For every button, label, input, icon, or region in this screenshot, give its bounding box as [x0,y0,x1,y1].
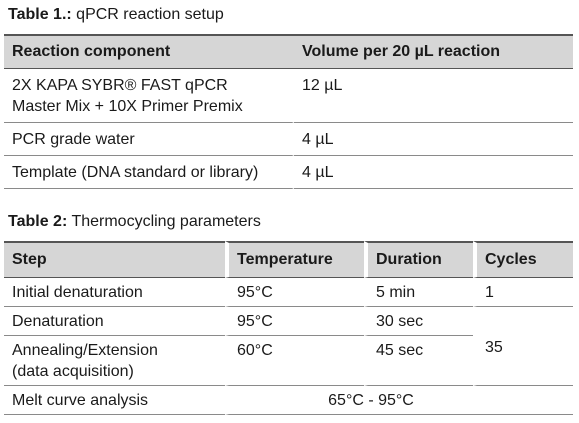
component-line: 2X KAPA SYBR® FAST qPCR [12,77,228,94]
temperature-cell: 95°C [225,307,364,336]
header-reaction-component: Reaction component [4,34,294,69]
temperature-range-cell: 65°C - 95°C [225,386,573,415]
table-row: Denaturation 95°C 30 sec 35 [4,307,573,386]
cycles-cell: 35 [473,307,573,386]
step-cell: Melt curve analysis [4,386,225,415]
reaction-component-cell: PCR grade water [4,123,294,156]
table2-caption-label: Table 2: [8,213,68,230]
table1-caption-title: qPCR reaction setup [71,6,224,23]
header-step: Step [4,241,225,278]
step-cell: Denaturation [4,307,225,336]
reaction-setup-table: Reaction component Volume per 20 µL reac… [4,34,573,189]
header-cycles: Cycles [473,241,573,278]
table2-caption: Table 2: Thermocycling parameters [8,212,261,232]
duration-cell: 5 min [364,278,473,307]
step-line: Annealing/Extension [12,342,158,359]
step-line: (data acquisition) [12,363,134,380]
table-row: PCR grade water 4 µL [4,123,573,156]
component-line: Master Mix + 10X Primer Premix [12,98,243,115]
table2-header-row: Step Temperature Duration Cycles [4,241,573,278]
table-row: Annealing/Extension (data acquisition) 60… [4,336,573,386]
step-cell: Annealing/Extension (data acquisition) [4,336,225,386]
table-row: Template (DNA standard or library) 4 µL [4,156,573,189]
duration-cell: 45 sec [364,336,473,386]
volume-cell: 12 µL [294,69,573,123]
table1-header-row: Reaction component Volume per 20 µL reac… [4,34,573,69]
volume-cell: 4 µL [294,123,573,156]
volume-cell: 4 µL [294,156,573,189]
table1-caption-label: Table 1.: [8,6,72,23]
header-volume: Volume per 20 µL reaction [294,34,573,69]
header-duration: Duration [364,241,473,278]
temperature-cell: 95°C [225,278,364,307]
table-row: Initial denaturation 95°C 5 min 1 [4,278,573,307]
step-cell: Initial denaturation [4,278,225,307]
thermocycling-table: Step Temperature Duration Cycles Initial… [4,241,573,415]
table-row: 2X KAPA SYBR® FAST qPCR Master Mix + 10X … [4,69,573,123]
table2-caption-title: Thermocycling parameters [67,213,261,230]
duration-cell: 30 sec [364,307,473,336]
temperature-cell: 60°C [225,336,364,386]
table1-caption: Table 1.: qPCR reaction setup [8,5,224,25]
reaction-component-cell: Template (DNA standard or library) [4,156,294,189]
header-temperature: Temperature [225,241,364,278]
table-row: Melt curve analysis 65°C - 95°C [4,386,573,415]
cycles-cell: 1 [473,278,573,307]
reaction-component-cell: 2X KAPA SYBR® FAST qPCR Master Mix + 10X … [4,69,294,123]
